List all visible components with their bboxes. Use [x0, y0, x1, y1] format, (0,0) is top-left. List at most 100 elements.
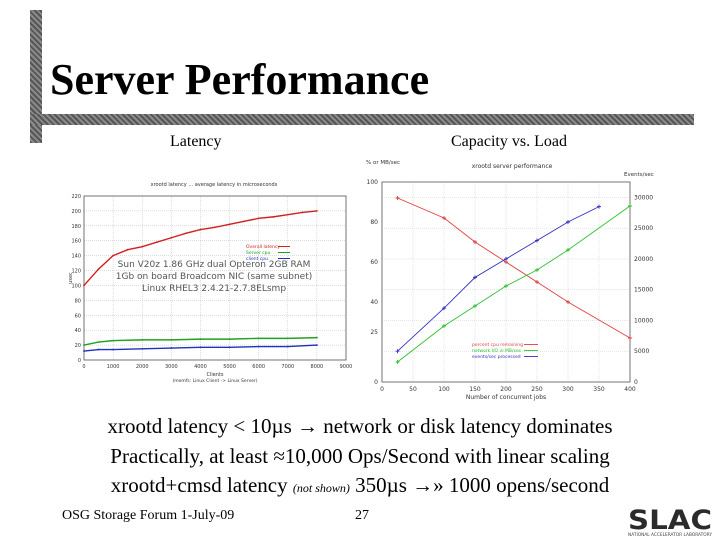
y-left-tick-label-1: 25: [370, 329, 378, 336]
legend-label-0: Overall latency: [246, 244, 280, 250]
bullet-3: xrootd+cmsd latency (not shown) 350µs →»…: [0, 473, 720, 498]
latency-chart-svg: xrootd latency ... average latency in mi…: [64, 156, 360, 406]
data-point-1-2: [112, 339, 115, 342]
data-point-0-9: [214, 226, 216, 229]
data-point-0-6: [170, 236, 173, 239]
caption-latency: Latency: [170, 133, 222, 150]
data-point-0-12: [257, 217, 260, 220]
data-point-1-4: [170, 338, 173, 341]
data-point-2-6: [228, 346, 231, 349]
y-axis-label: usec: [68, 272, 74, 284]
data-point-1-8: [286, 337, 289, 340]
x-tick-label-3: 3000: [165, 364, 178, 370]
data-point-0-4: [535, 280, 539, 284]
x-tick-label-2: 2000: [136, 364, 149, 370]
y-right-tick-label-2: 10000: [634, 317, 653, 324]
data-point-2-4: [170, 347, 173, 349]
x-tick-label-5: 5000: [223, 364, 236, 370]
x-tick-label-4: 4000: [194, 364, 207, 370]
data-point-1-9: [315, 336, 318, 339]
plot-frame: [381, 181, 631, 383]
y-right-tick-label-3: 15000: [634, 287, 653, 294]
y-right-tick-label-6: 30000: [634, 194, 653, 201]
chart-title: xrootd latency ... average latency in mi…: [151, 182, 278, 188]
data-point-2-4: [535, 238, 539, 243]
y-tick-label-8: 160: [71, 239, 81, 245]
data-point-0-6: [628, 336, 632, 340]
data-point-0-2: [112, 254, 115, 257]
data-point-1-5: [199, 338, 202, 341]
data-point-0-7: [184, 232, 187, 235]
y-left-tick-label-3: 60: [370, 259, 378, 266]
bullet-1: xrootd latency < 10µs → network or disk …: [0, 414, 720, 439]
y-tick-label-7: 140: [71, 254, 81, 260]
data-point-1-3: [504, 284, 508, 288]
y-left-tick-label-4: 80: [370, 219, 378, 226]
x-tick-label-3: 150: [469, 386, 481, 393]
chart-background: [64, 156, 360, 406]
x-tick-label-0: 0: [380, 386, 384, 393]
legend-label-2: client cpu: [246, 256, 268, 262]
data-point-2-0: [83, 350, 85, 352]
plot-frame: [83, 195, 347, 361]
data-point-0-5: [155, 241, 158, 244]
bullet-3-tail: 350µs →» 1000 opens/second: [349, 473, 610, 497]
data-point-2-2: [112, 348, 115, 351]
x-tick-label-7: 7000: [281, 364, 294, 370]
x-tick-label-2: 100: [438, 386, 450, 393]
data-point-0-15: [301, 211, 304, 214]
data-point-1-6: [628, 204, 632, 208]
data-point-0-11: [243, 220, 246, 223]
data-point-0-1: [97, 268, 100, 270]
page-number: 27: [355, 508, 369, 523]
y-tick-label-3: 60: [75, 313, 81, 319]
data-point-1-3: [141, 338, 144, 341]
slide-title: Server Performance: [50, 55, 430, 104]
x-tick-label-0: 0: [82, 364, 85, 370]
data-point-1-0: [395, 360, 400, 364]
data-point-0-8: [199, 228, 202, 231]
y-axis-label-left: % or MB/sec: [366, 160, 400, 166]
data-point-2-3: [504, 256, 508, 261]
data-point-0-16: [315, 210, 318, 212]
data-point-0-2: [473, 240, 477, 244]
data-point-2-2: [473, 275, 477, 280]
data-point-0-3: [126, 248, 129, 251]
x-tick-label-6: 6000: [252, 364, 265, 370]
x-tick-label-4: 200: [500, 386, 512, 393]
x-tick-label-9: 9000: [340, 364, 353, 370]
y-axis-label-right: Events/sec: [624, 172, 654, 178]
y-tick-label-5: 100: [71, 283, 81, 289]
data-point-2-0: [395, 349, 400, 354]
x-axis-sublabel: (memfs: Linux Client -> Linux Server): [172, 378, 257, 384]
data-point-2-5: [566, 220, 570, 224]
x-axis-label: Number of concurrent jobs: [466, 394, 546, 401]
data-point-2-6: [597, 204, 601, 209]
annotation-line-1: 1Gb on board Broadcom NIC (same subnet): [116, 272, 313, 282]
x-tick-label-8: 400: [624, 386, 636, 393]
legend-label-1: Server cpu: [246, 250, 271, 256]
x-axis-label: Clients: [206, 372, 223, 378]
bullet-2-text: Practically, at least ≈10,000 Ops/Second…: [110, 444, 610, 468]
y-tick-label-2: 40: [75, 328, 81, 334]
legend-label-0: percent cpu remaining: [472, 342, 523, 348]
data-point-2-7: [257, 345, 260, 348]
data-point-1-7: [257, 337, 260, 340]
x-tick-label-1: 50: [409, 386, 417, 393]
legend-label-1: network I/O in MB/sec: [472, 348, 522, 354]
slac-logo-text: SLAC: [628, 505, 712, 536]
data-point-2-5: [199, 346, 202, 349]
data-point-0-13: [272, 215, 275, 218]
series-line-1: [83, 336, 317, 346]
data-point-0-4: [141, 245, 144, 248]
y-left-tick-label-2: 40: [370, 299, 378, 306]
x-tick-label-1: 1000: [107, 364, 120, 370]
y-right-tick-label-4: 20000: [634, 256, 653, 263]
y-tick-label-9: 180: [71, 224, 81, 230]
bullet-3-note: (not shown): [292, 481, 350, 495]
data-point-2-1: [97, 348, 100, 351]
latency-chart: xrootd latency ... average latency in mi…: [64, 156, 360, 406]
x-tick-label-5: 250: [531, 386, 543, 393]
data-point-2-9: [315, 344, 318, 346]
y-right-tick-label-5: 25000: [634, 225, 653, 232]
